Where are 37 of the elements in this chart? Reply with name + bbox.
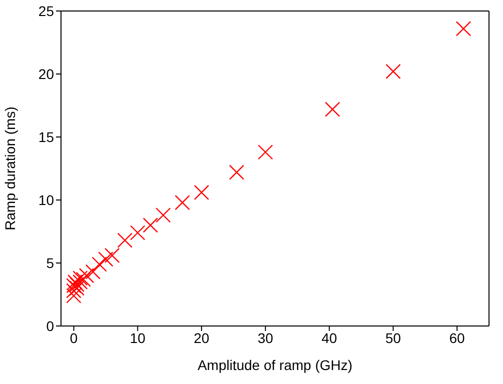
point	[229, 164, 244, 180]
point	[66, 283, 82, 298]
point	[324, 102, 340, 117]
point	[66, 288, 82, 304]
y-axis-title: Ramp duration (ms)	[2, 106, 18, 230]
x-tick-label: 10	[130, 330, 146, 346]
x-tick-label: 50	[385, 330, 402, 346]
point	[174, 194, 190, 210]
point	[456, 21, 472, 36]
point	[67, 274, 83, 290]
point	[76, 272, 91, 287]
x-tick-label: 20	[194, 330, 210, 346]
point	[194, 184, 210, 200]
y-tick-label: 25	[38, 2, 54, 19]
y-tick-label: 10	[38, 192, 54, 208]
point	[386, 64, 401, 80]
y-tick-label: 20	[38, 66, 54, 82]
point	[117, 232, 132, 248]
point	[85, 264, 101, 280]
y-tick-label: 5	[46, 254, 54, 271]
point	[258, 144, 274, 160]
x-axis-title: Amplitude of ramp (GHz)	[198, 357, 352, 373]
point	[72, 270, 88, 286]
y-tick-label: 0	[46, 318, 54, 334]
point	[78, 268, 94, 284]
point	[142, 218, 158, 233]
x-tick-label: 0	[70, 330, 78, 346]
point	[66, 278, 82, 294]
x-tick-label: 40	[322, 330, 338, 346]
point	[92, 256, 107, 272]
point	[104, 248, 120, 264]
y-tick-label: 15	[38, 128, 54, 145]
x-tick-label: 60	[449, 330, 466, 346]
point	[98, 252, 114, 267]
point	[156, 208, 171, 223]
point	[130, 225, 146, 240]
x-tick-label: 30	[258, 330, 274, 346]
